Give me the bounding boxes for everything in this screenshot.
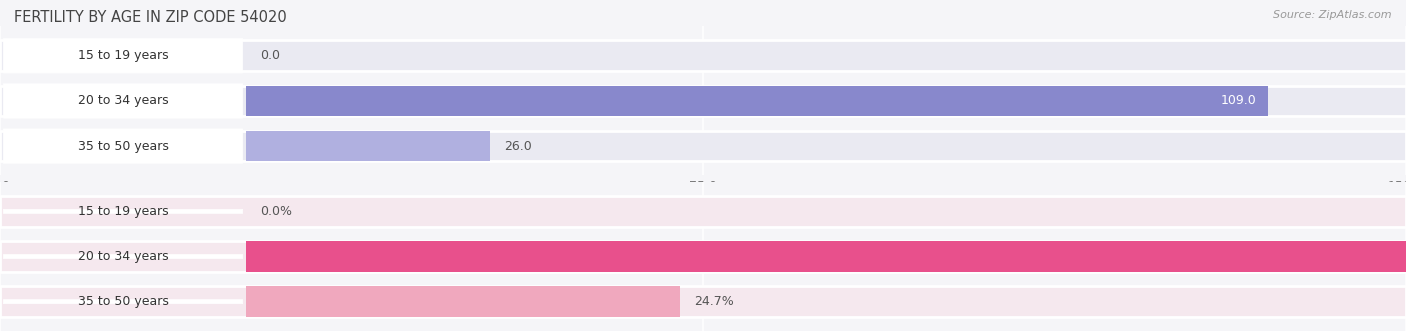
Bar bbox=[246, 241, 1406, 272]
Bar bbox=[0, 196, 1406, 227]
Bar bbox=[0, 86, 1406, 116]
FancyBboxPatch shape bbox=[3, 210, 243, 213]
FancyBboxPatch shape bbox=[3, 129, 243, 163]
FancyBboxPatch shape bbox=[3, 84, 243, 118]
Text: 26.0: 26.0 bbox=[503, 140, 531, 153]
Bar bbox=[0, 40, 1406, 71]
Bar bbox=[246, 286, 681, 317]
Text: FERTILITY BY AGE IN ZIP CODE 54020: FERTILITY BY AGE IN ZIP CODE 54020 bbox=[14, 10, 287, 25]
Bar bbox=[0, 131, 1406, 162]
FancyBboxPatch shape bbox=[3, 39, 243, 73]
Text: 0.0%: 0.0% bbox=[260, 205, 292, 218]
Text: 109.0: 109.0 bbox=[1220, 94, 1257, 108]
Text: 15 to 19 years: 15 to 19 years bbox=[77, 49, 169, 62]
Text: 0.0: 0.0 bbox=[260, 49, 280, 62]
Bar bbox=[0, 286, 1406, 317]
Text: 20 to 34 years: 20 to 34 years bbox=[77, 94, 169, 108]
Text: 20 to 34 years: 20 to 34 years bbox=[77, 250, 169, 263]
Bar bbox=[246, 86, 1268, 116]
Text: 35 to 50 years: 35 to 50 years bbox=[77, 295, 169, 308]
Bar bbox=[246, 131, 489, 162]
Text: 35 to 50 years: 35 to 50 years bbox=[77, 140, 169, 153]
Bar bbox=[0, 241, 1406, 272]
Text: 15 to 19 years: 15 to 19 years bbox=[77, 205, 169, 218]
Text: 24.7%: 24.7% bbox=[695, 295, 734, 308]
FancyBboxPatch shape bbox=[3, 255, 243, 259]
Text: Source: ZipAtlas.com: Source: ZipAtlas.com bbox=[1274, 10, 1392, 20]
FancyBboxPatch shape bbox=[3, 300, 243, 304]
